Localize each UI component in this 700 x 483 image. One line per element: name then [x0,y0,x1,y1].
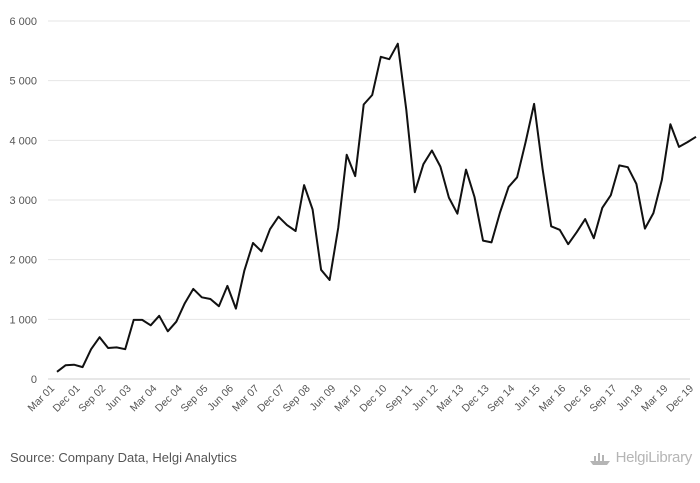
y-tick-label: 5 000 [9,76,37,88]
x-tick-label: Jun 15 [512,383,543,414]
brand-name: HelgiLibrary [615,449,693,466]
y-tick-label: 0 [31,374,37,386]
x-tick-label: Mar 13 [434,383,466,415]
x-tick-label: Sep 08 [281,383,313,415]
y-tick-label: 3 000 [9,195,37,207]
x-tick-label: Jun 09 [308,383,339,414]
x-tick-label: Mar 10 [332,383,364,415]
x-tick-label: Dec 19 [664,383,696,415]
ship-icon [589,452,610,465]
x-tick-label: Mar 07 [230,383,262,415]
brand-logo: HelgiLibrary [588,449,692,466]
x-tick-label: Jun 12 [410,383,441,414]
x-tick-label: Sep 11 [383,383,415,415]
x-tick-label: Dec 13 [460,383,492,415]
x-tick-label: Sep 05 [178,383,210,415]
x-tick-label: Mar 19 [639,383,671,415]
x-tick-label: Mar 01 [26,383,58,415]
grid-lines [48,20,690,320]
y-tick-label: 1 000 [9,314,37,326]
x-tick-label: Dec 04 [153,383,185,415]
x-tick-label: Dec 07 [255,383,287,415]
source-note: Source: Company Data, Helgi Analytics [10,450,237,465]
y-tick-label: 4 000 [9,135,37,147]
x-tick-label: Sep 02 [76,383,108,415]
x-tick-label: Jun 18 [614,383,645,414]
x-tick-label: Dec 16 [562,383,594,415]
x-tick-label: Dec 10 [357,383,389,415]
x-tick-label: Mar 04 [128,383,160,415]
x-tick-label: Sep 14 [485,383,517,415]
x-tick-label: Jun 03 [103,383,134,414]
series-line [56,42,697,373]
x-tick-label: Dec 01 [51,383,83,415]
y-axis-ticks: 0 1 000 2 000 3 000 4 000 5 000 6 000 [9,16,37,386]
y-tick-label: 2 000 [9,255,37,267]
x-tick-label: Jun 06 [205,383,236,414]
x-tick-label: Sep 17 [587,383,619,415]
x-tick-label: Mar 16 [537,383,569,415]
y-tick-label: 6 000 [9,16,37,28]
